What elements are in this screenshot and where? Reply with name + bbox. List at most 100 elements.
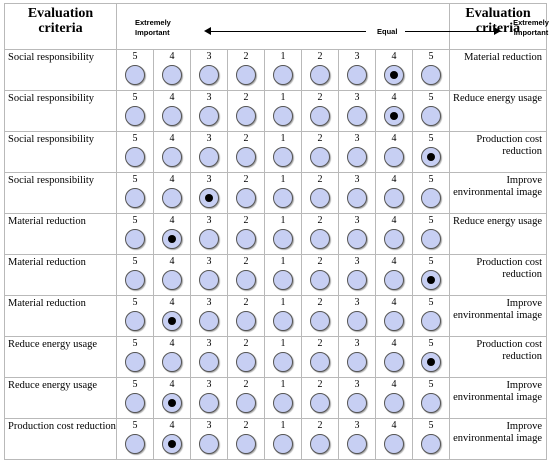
rating-option-cell: 5 — [116, 131, 154, 173]
radio-button[interactable] — [125, 188, 145, 208]
radio-button[interactable] — [273, 106, 293, 126]
rating-number: 5 — [428, 297, 434, 308]
radio-button[interactable] — [162, 352, 182, 372]
radio-button[interactable] — [162, 65, 182, 85]
radio-button[interactable] — [384, 188, 404, 208]
radio-button[interactable] — [273, 393, 293, 413]
radio-button[interactable] — [310, 106, 330, 126]
radio-button[interactable] — [421, 229, 441, 249]
radio-button[interactable] — [236, 65, 256, 85]
radio-button[interactable] — [236, 393, 256, 413]
radio-button[interactable] — [421, 188, 441, 208]
radio-button[interactable] — [347, 188, 367, 208]
radio-button-selected[interactable] — [421, 147, 441, 167]
radio-button-selected[interactable] — [162, 311, 182, 331]
rating-option-cell: 3 — [338, 254, 376, 296]
radio-button[interactable] — [125, 270, 145, 290]
radio-button[interactable] — [162, 147, 182, 167]
radio-button-selected[interactable] — [421, 270, 441, 290]
radio-button[interactable] — [273, 434, 293, 454]
radio-button[interactable] — [273, 270, 293, 290]
radio-button[interactable] — [199, 106, 219, 126]
radio-button-selected[interactable] — [384, 106, 404, 126]
radio-button[interactable] — [162, 270, 182, 290]
radio-button[interactable] — [236, 352, 256, 372]
radio-button-selected[interactable] — [162, 393, 182, 413]
radio-button[interactable] — [310, 270, 330, 290]
radio-button[interactable] — [384, 229, 404, 249]
radio-button[interactable] — [273, 229, 293, 249]
radio-button[interactable] — [310, 393, 330, 413]
radio-button[interactable] — [125, 229, 145, 249]
radio-button[interactable] — [236, 147, 256, 167]
radio-button[interactable] — [199, 270, 219, 290]
radio-button[interactable] — [125, 434, 145, 454]
radio-button[interactable] — [310, 65, 330, 85]
radio-button[interactable] — [421, 311, 441, 331]
rating-number: 4 — [169, 215, 175, 226]
radio-button[interactable] — [421, 434, 441, 454]
radio-button[interactable] — [421, 106, 441, 126]
radio-button-selected[interactable] — [162, 434, 182, 454]
radio-button[interactable] — [273, 65, 293, 85]
radio-button[interactable] — [310, 352, 330, 372]
radio-button[interactable] — [421, 393, 441, 413]
radio-button[interactable] — [384, 147, 404, 167]
radio-button[interactable] — [199, 311, 219, 331]
radio-button[interactable] — [125, 106, 145, 126]
radio-button[interactable] — [199, 147, 219, 167]
radio-button[interactable] — [236, 434, 256, 454]
rating-number: 5 — [428, 256, 434, 267]
radio-button[interactable] — [347, 147, 367, 167]
radio-button[interactable] — [125, 311, 145, 331]
radio-button[interactable] — [384, 270, 404, 290]
radio-button[interactable] — [199, 229, 219, 249]
radio-button[interactable] — [273, 147, 293, 167]
left-criterion: Social responsibility — [4, 49, 117, 91]
radio-button[interactable] — [125, 352, 145, 372]
radio-button[interactable] — [347, 106, 367, 126]
radio-button[interactable] — [273, 188, 293, 208]
rating-option-cell: 2 — [301, 295, 339, 337]
radio-button[interactable] — [236, 106, 256, 126]
radio-button[interactable] — [236, 229, 256, 249]
radio-button[interactable] — [236, 188, 256, 208]
radio-button[interactable] — [162, 106, 182, 126]
radio-button[interactable] — [199, 434, 219, 454]
radio-button[interactable] — [125, 147, 145, 167]
radio-button[interactable] — [199, 65, 219, 85]
radio-button[interactable] — [199, 352, 219, 372]
radio-button[interactable] — [310, 434, 330, 454]
radio-button[interactable] — [384, 434, 404, 454]
radio-button[interactable] — [273, 311, 293, 331]
radio-button-selected[interactable] — [384, 65, 404, 85]
rating-number: 3 — [206, 379, 212, 390]
radio-button-selected[interactable] — [199, 188, 219, 208]
radio-button-selected[interactable] — [162, 229, 182, 249]
radio-button[interactable] — [310, 147, 330, 167]
rating-number: 4 — [391, 133, 397, 144]
radio-button[interactable] — [310, 311, 330, 331]
radio-button[interactable] — [384, 311, 404, 331]
radio-button[interactable] — [310, 229, 330, 249]
radio-button[interactable] — [162, 188, 182, 208]
radio-button[interactable] — [347, 393, 367, 413]
radio-button[interactable] — [347, 434, 367, 454]
radio-button[interactable] — [273, 352, 293, 372]
radio-button[interactable] — [384, 393, 404, 413]
radio-button[interactable] — [125, 65, 145, 85]
radio-button[interactable] — [347, 352, 367, 372]
radio-button[interactable] — [347, 311, 367, 331]
radio-button[interactable] — [236, 311, 256, 331]
radio-button[interactable] — [347, 229, 367, 249]
radio-button[interactable] — [236, 270, 256, 290]
radio-button[interactable] — [347, 270, 367, 290]
radio-button[interactable] — [384, 352, 404, 372]
radio-button[interactable] — [347, 65, 367, 85]
radio-button[interactable] — [421, 65, 441, 85]
radio-button[interactable] — [125, 393, 145, 413]
radio-button[interactable] — [310, 188, 330, 208]
radio-button-selected[interactable] — [421, 352, 441, 372]
rating-number: 3 — [354, 256, 360, 267]
radio-button[interactable] — [199, 393, 219, 413]
